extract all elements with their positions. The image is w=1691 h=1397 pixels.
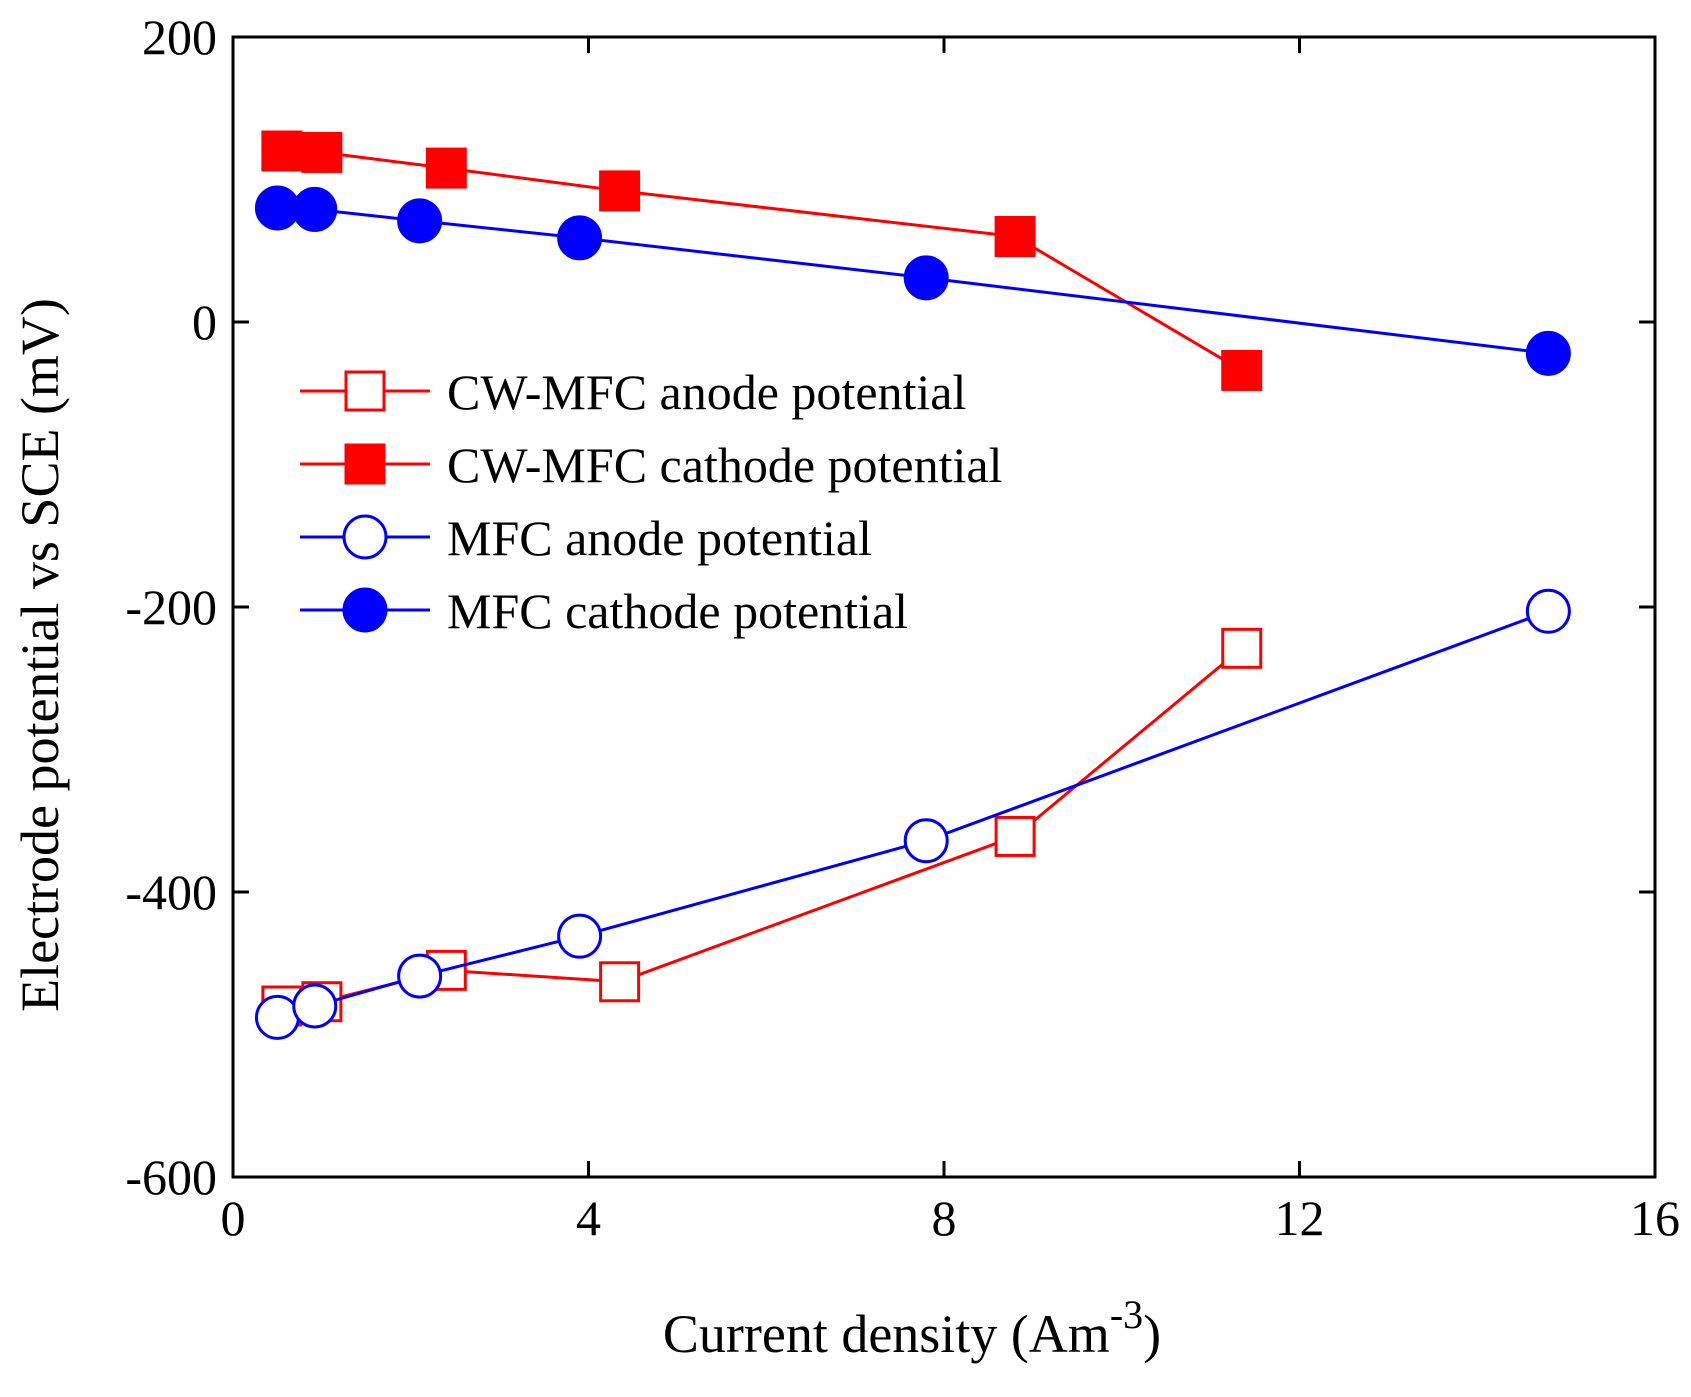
- legend-item: MFC cathode potential: [300, 583, 908, 639]
- data-point: [254, 185, 300, 231]
- data-point: [261, 130, 303, 172]
- data-point: [599, 170, 641, 212]
- data-point: [557, 215, 603, 261]
- data-point: [254, 994, 300, 1040]
- data-point: [557, 913, 603, 959]
- legend-marker: [342, 514, 388, 560]
- x-axis-title-main: Current density (Am: [663, 1304, 1110, 1364]
- y-tick-label: 0: [192, 294, 217, 350]
- data-point: [425, 147, 467, 189]
- data-point: [599, 961, 641, 1003]
- x-tick-label: 0: [221, 1190, 246, 1246]
- data-point: [1525, 588, 1571, 634]
- data-point: [1221, 349, 1263, 391]
- data-point: [994, 216, 1036, 257]
- chart-axes: 0 4 8 12 16 -600 -400 -200 0 200: [125, 9, 1680, 1246]
- x-axis-title-close: ): [1143, 1304, 1161, 1364]
- x-tick-label: 8: [932, 1190, 957, 1246]
- y-tick-label: -200: [125, 579, 217, 635]
- data-point: [397, 198, 443, 244]
- x-axis-title: Current density (Am-3): [663, 1292, 1161, 1364]
- y-tick-label: -600: [125, 1149, 217, 1205]
- data-point: [1525, 330, 1571, 376]
- legend-label: CW-MFC cathode potential: [447, 437, 1002, 493]
- series-mfc-cathode-potential: [254, 185, 1571, 376]
- data-point: [292, 186, 338, 232]
- data-point: [903, 818, 949, 864]
- y-tick-label: -400: [125, 864, 217, 920]
- legend-label: MFC anode potential: [447, 510, 872, 566]
- series-mfc-anode-potential: [254, 588, 1571, 1040]
- chart-marks: [254, 130, 1571, 1040]
- x-tick-label: 4: [576, 1190, 601, 1246]
- legend-marker: [344, 443, 386, 485]
- legend-item: CW-MFC anode potential: [300, 364, 966, 420]
- x-tick-label: 12: [1275, 1190, 1325, 1246]
- data-point: [292, 983, 338, 1029]
- data-point: [397, 953, 443, 999]
- series-cw-mfc-cathode-potential: [261, 130, 1263, 391]
- legend: CW-MFC anode potential CW-MFC cathode pot…: [300, 364, 1002, 639]
- x-axis-title-exponent: -3: [1110, 1292, 1143, 1337]
- data-point: [1221, 627, 1263, 669]
- legend-label: CW-MFC anode potential: [447, 364, 966, 420]
- data-point: [994, 815, 1036, 857]
- data-point: [903, 255, 949, 301]
- legend-marker: [342, 587, 388, 633]
- data-point: [301, 131, 343, 173]
- y-axis-title: Electrode potential vs SCE (mV): [10, 298, 70, 1012]
- legend-label: MFC cathode potential: [447, 583, 908, 639]
- legend-item: MFC anode potential: [300, 510, 872, 566]
- legend-item: CW-MFC cathode potential: [300, 437, 1002, 493]
- series-line: [276, 609, 1549, 1019]
- y-tick-label: 200: [142, 9, 217, 65]
- x-tick-label: 16: [1630, 1190, 1680, 1246]
- legend-marker: [344, 370, 386, 412]
